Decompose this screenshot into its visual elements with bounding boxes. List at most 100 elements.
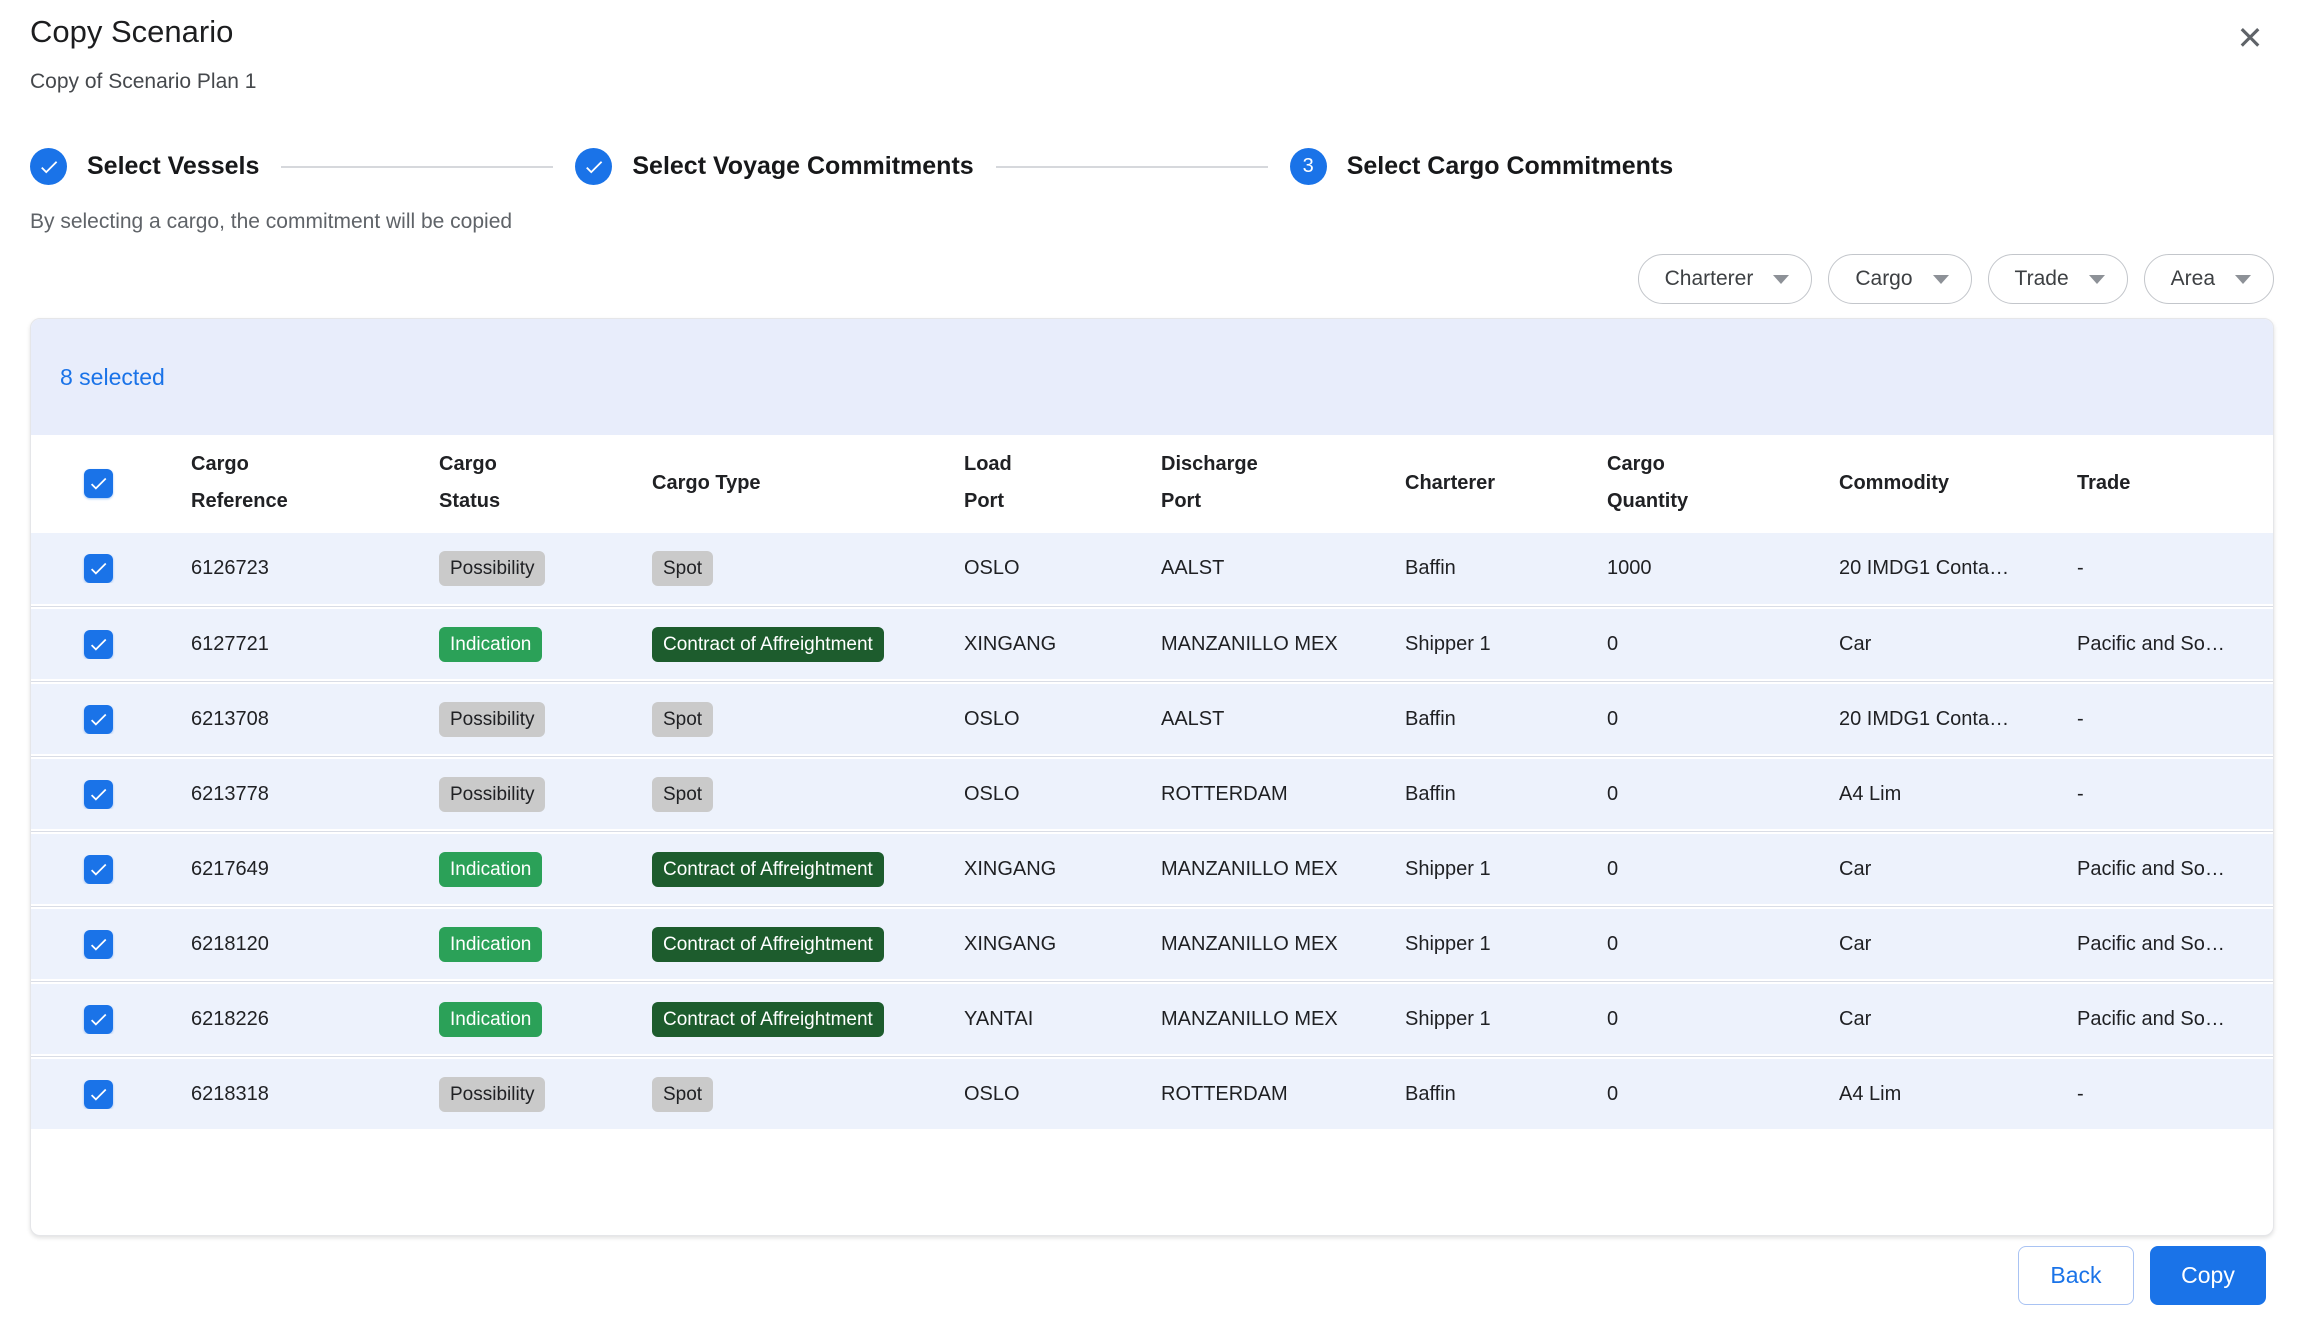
copy-button[interactable]: Copy — [2150, 1246, 2266, 1305]
cell-charterer: Baffin — [1405, 783, 1607, 806]
column-header-load-port: LoadPort — [964, 446, 1161, 520]
back-button[interactable]: Back — [2018, 1246, 2134, 1305]
cell-trade: Pacific and So… — [2077, 858, 2274, 881]
cell-cargo-quantity: 0 — [1607, 783, 1839, 806]
cargo-status-badge: Indication — [439, 852, 542, 887]
column-header-cargo-status: CargoStatus — [439, 446, 652, 520]
filter-area[interactable]: Area — [2144, 254, 2274, 304]
table-row[interactable]: 6213778 Possibility Spot OSLO ROTTERDAM … — [31, 756, 2273, 831]
filter-cargo[interactable]: Cargo — [1828, 254, 1971, 304]
stepper-connector — [996, 166, 1268, 168]
stepper-connector — [281, 166, 553, 168]
cell-commodity: A4 Lim — [1839, 1083, 2077, 1106]
cell-cargo-quantity: 0 — [1607, 708, 1839, 731]
cell-load-port: XINGANG — [964, 633, 1161, 656]
cell-cargo-reference: 6213778 — [191, 783, 439, 806]
cell-commodity: 20 IMDG1 Conta… — [1839, 557, 2077, 580]
cell-commodity: Car — [1839, 1008, 2077, 1031]
row-checkbox[interactable] — [84, 855, 113, 884]
row-checkbox[interactable] — [84, 780, 113, 809]
cell-load-port: XINGANG — [964, 858, 1161, 881]
step-select-vessels[interactable]: Select Vessels — [30, 148, 259, 185]
step-2-label: Select Voyage Commitments — [632, 152, 973, 181]
select-all-checkbox[interactable] — [84, 469, 113, 498]
stepper-hint-text: By selecting a cargo, the commitment wil… — [30, 210, 512, 234]
row-checkbox[interactable] — [84, 554, 113, 583]
row-checkbox[interactable] — [84, 630, 113, 659]
row-checkbox[interactable] — [84, 930, 113, 959]
cell-cargo-reference: 6213708 — [191, 708, 439, 731]
stepper: Select Vessels Select Voyage Commitments… — [30, 148, 1673, 185]
cell-trade: - — [2077, 557, 2274, 580]
table-row[interactable]: 6213708 Possibility Spot OSLO AALST Baff… — [31, 681, 2273, 756]
cell-cargo-reference: 6217649 — [191, 858, 439, 881]
column-header-cargo-type: Cargo Type — [652, 465, 964, 502]
selection-summary-band: 8 selected — [31, 319, 2273, 435]
cargo-type-badge: Spot — [652, 1077, 713, 1112]
cargo-type-badge: Contract of Affreightment — [652, 927, 884, 962]
table-row[interactable]: 6217649 Indication Contract of Affreight… — [31, 831, 2273, 906]
cargo-type-badge: Contract of Affreightment — [652, 1002, 884, 1037]
cell-load-port: OSLO — [964, 557, 1161, 580]
cell-cargo-reference: 6127721 — [191, 633, 439, 656]
row-checkbox[interactable] — [84, 1005, 113, 1034]
cell-discharge-port: MANZANILLO MEX — [1161, 933, 1405, 956]
table-row[interactable]: 6127721 Indication Contract of Affreight… — [31, 606, 2273, 681]
column-header-commodity: Commodity — [1839, 465, 2077, 502]
cargo-status-badge: Indication — [439, 627, 542, 662]
page-title: Copy Scenario — [30, 14, 233, 50]
cargo-status-badge: Possibility — [439, 777, 545, 812]
cell-trade: Pacific and So… — [2077, 633, 2274, 656]
step-3-label: Select Cargo Commitments — [1347, 152, 1673, 181]
table-row[interactable]: 6218226 Indication Contract of Affreight… — [31, 981, 2273, 1056]
cargo-status-badge: Indication — [439, 1002, 542, 1037]
cell-discharge-port: ROTTERDAM — [1161, 1083, 1405, 1106]
cell-cargo-quantity: 0 — [1607, 1008, 1839, 1031]
cell-cargo-reference: 6218226 — [191, 1008, 439, 1031]
cell-load-port: OSLO — [964, 783, 1161, 806]
filter-trade[interactable]: Trade — [1988, 254, 2128, 304]
cell-trade: - — [2077, 783, 2274, 806]
cargo-type-badge: Spot — [652, 777, 713, 812]
cargo-type-badge: Spot — [652, 551, 713, 586]
cell-cargo-quantity: 0 — [1607, 858, 1839, 881]
step-select-voyage-commitments[interactable]: Select Voyage Commitments — [575, 148, 973, 185]
filter-charterer[interactable]: Charterer — [1638, 254, 1813, 304]
row-checkbox[interactable] — [84, 1080, 113, 1109]
table-row[interactable]: 6218318 Possibility Spot OSLO ROTTERDAM … — [31, 1056, 2273, 1131]
table-row[interactable]: 6218120 Indication Contract of Affreight… — [31, 906, 2273, 981]
cargo-status-badge: Possibility — [439, 551, 545, 586]
cargo-status-badge: Possibility — [439, 1077, 545, 1112]
table-row[interactable]: 6126723 Possibility Spot OSLO AALST Baff… — [31, 531, 2273, 606]
cell-charterer: Shipper 1 — [1405, 1008, 1607, 1031]
column-header-cargo-quantity: CargoQuantity — [1607, 446, 1839, 520]
cell-commodity: 20 IMDG1 Conta… — [1839, 708, 2077, 731]
cell-trade: - — [2077, 708, 2274, 731]
step-1-label: Select Vessels — [87, 152, 259, 181]
cargo-commitments-table-card: 8 selected CargoReference CargoStatus Ca… — [30, 318, 2274, 1236]
cell-cargo-quantity: 0 — [1607, 633, 1839, 656]
cargo-status-badge: Possibility — [439, 702, 545, 737]
cargo-type-badge: Contract of Affreightment — [652, 852, 884, 887]
selected-count: 8 selected — [60, 364, 165, 391]
chevron-down-icon — [1773, 275, 1789, 284]
step-select-cargo-commitments[interactable]: 3 Select Cargo Commitments — [1290, 148, 1673, 185]
table-header-row: CargoReference CargoStatus Cargo Type Lo… — [31, 435, 2273, 531]
cell-trade: - — [2077, 1083, 2274, 1106]
cell-commodity: Car — [1839, 933, 2077, 956]
close-icon[interactable]: ✕ — [2228, 16, 2272, 60]
cell-cargo-reference: 6218120 — [191, 933, 439, 956]
filter-bar: Charterer Cargo Trade Area — [1638, 254, 2274, 304]
cell-discharge-port: AALST — [1161, 557, 1405, 580]
cell-trade: Pacific and So… — [2077, 1008, 2274, 1031]
cell-trade: Pacific and So… — [2077, 933, 2274, 956]
cell-load-port: XINGANG — [964, 933, 1161, 956]
cell-load-port: YANTAI — [964, 1008, 1161, 1031]
cell-charterer: Baffin — [1405, 708, 1607, 731]
cell-discharge-port: MANZANILLO MEX — [1161, 633, 1405, 656]
cell-charterer: Baffin — [1405, 557, 1607, 580]
cell-load-port: OSLO — [964, 708, 1161, 731]
step-2-check-icon — [575, 148, 612, 185]
cell-load-port: OSLO — [964, 1083, 1161, 1106]
row-checkbox[interactable] — [84, 705, 113, 734]
